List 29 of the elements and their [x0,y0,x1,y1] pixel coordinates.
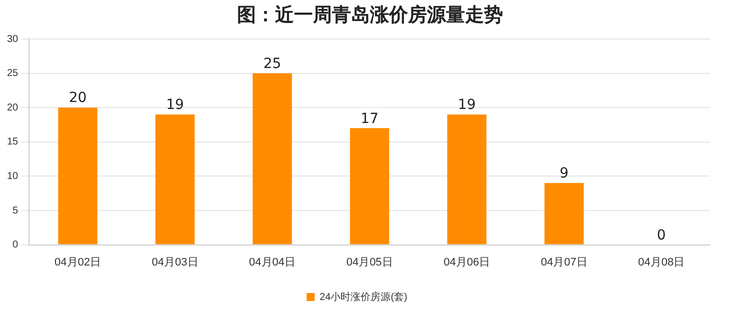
chart-title: 图：近一周青岛涨价房源量走势 [236,3,504,28]
legend-label: 24小时涨价房源(套) [320,290,408,303]
y-tick-label: 30 [7,34,19,45]
bar [58,108,98,244]
bar [447,114,486,244]
y-tick-label: 15 [7,136,19,148]
y-tick-label: 25 [7,68,19,80]
data-label: 9 [560,166,569,182]
x-tick-label: 04月08日 [638,256,685,268]
bar [155,114,195,244]
x-tick-label: 04月04日 [249,256,296,268]
data-label: 17 [360,110,378,127]
data-label: 0 [656,227,666,244]
x-tick-label: 04月03日 [152,256,198,268]
data-label: 19 [458,97,476,114]
y-tick-label: 10 [7,170,19,182]
y-tick-label: 0 [12,240,19,251]
x-tick-label: 04月07日 [540,256,588,268]
bar [252,73,292,244]
y-tick-label: 5 [12,205,19,216]
data-label: 19 [166,97,184,114]
data-label: 20 [68,90,87,106]
x-tick-label: 04月05日 [346,256,393,268]
data-label: 25 [263,56,282,72]
bar [544,183,584,244]
y-tick-label: 20 [7,102,19,114]
bar [350,128,390,244]
x-tick-label: 04月02日 [54,256,101,268]
x-tick-label: 04月06日 [444,256,490,268]
